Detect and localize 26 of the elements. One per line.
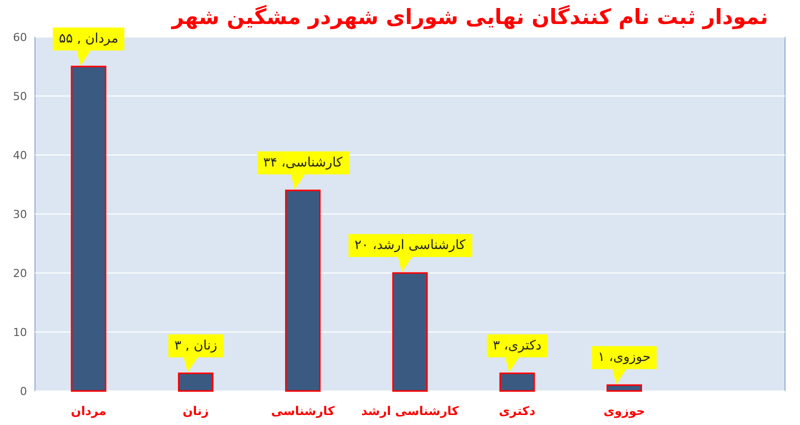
y-tick-label: 40 [13, 149, 27, 162]
bar [285, 190, 321, 392]
data-label: حوزوی، ۱ [598, 350, 651, 366]
data-label: کارشناسی، ۳۴ [263, 155, 344, 170]
y-tick-label: 0 [20, 385, 27, 398]
bar [178, 372, 214, 392]
x-tick-label: حوزوی [604, 404, 646, 418]
data-label: دکتری، ۳ [492, 338, 542, 354]
bar [606, 384, 642, 392]
y-tick-label: 60 [13, 31, 27, 44]
bar [499, 372, 535, 392]
x-tick-label: دکتری [498, 404, 536, 418]
x-tick-label: کارشناسی [271, 404, 335, 418]
x-tick-label: کارشناسی ارشد [361, 404, 459, 418]
x-tick-label: مردان [70, 404, 106, 418]
bar [392, 272, 428, 392]
y-tick-label: 10 [13, 326, 27, 339]
x-tick-label: زنان [182, 404, 209, 418]
y-tick-label: 30 [13, 208, 27, 221]
chart-title: نمودار ثبت نام کنندگان نهایی شورای شهردر مشگین شهر [170, 4, 768, 30]
bar [70, 66, 106, 392]
data-label: زنان , ۳ [174, 338, 218, 354]
data-label: مردان , ۵۵ [58, 32, 118, 46]
y-tick-label: 50 [13, 90, 27, 103]
y-tick-label: 20 [13, 267, 27, 280]
data-label: کارشناسی ارشد، ۲۰ [354, 238, 466, 253]
